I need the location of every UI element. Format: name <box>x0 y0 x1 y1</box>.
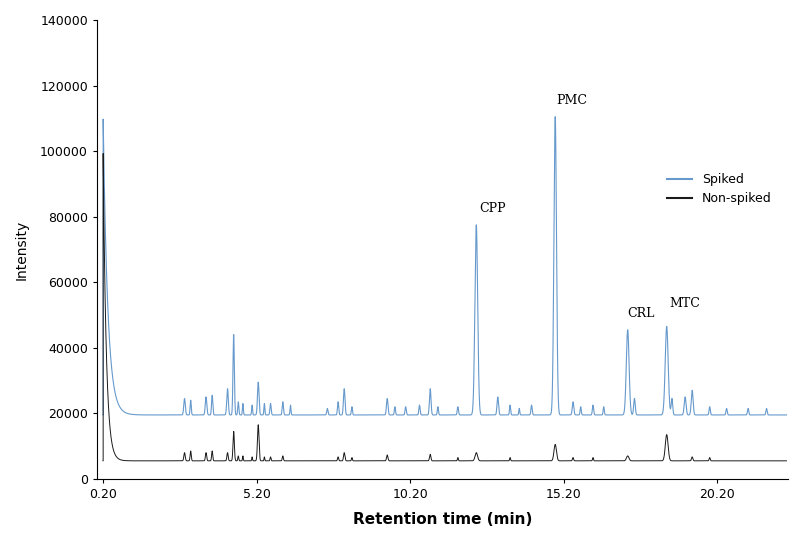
Text: CPP: CPP <box>479 202 505 215</box>
X-axis label: Retention time (min): Retention time (min) <box>352 512 532 527</box>
Y-axis label: Intensity: Intensity <box>15 220 29 280</box>
Text: MTC: MTC <box>669 297 700 310</box>
Legend: Spiked, Non-spiked: Spiked, Non-spiked <box>666 173 771 205</box>
Text: CRL: CRL <box>626 307 654 320</box>
Text: PMC: PMC <box>556 94 586 107</box>
